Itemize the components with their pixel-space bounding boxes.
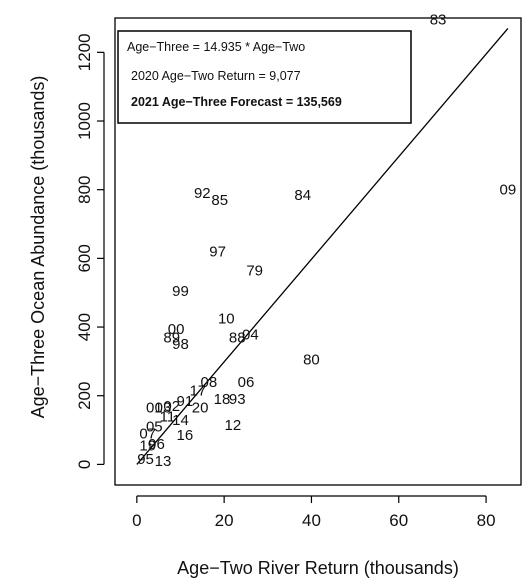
- point-label-10: 10: [218, 310, 235, 327]
- point-label-08: 08: [201, 374, 218, 391]
- point-label-09: 09: [500, 182, 517, 199]
- legend-frame: [117, 30, 412, 124]
- point-label-20: 20: [192, 400, 209, 417]
- point-label-05: 05: [146, 419, 163, 436]
- point-label-83: 83: [430, 12, 447, 29]
- y-tick-label: 400: [75, 313, 94, 341]
- y-tick-label: 1000: [75, 102, 94, 140]
- plot-frame: [114, 17, 522, 486]
- y-tick-label: 800: [75, 176, 94, 204]
- point-label-16: 16: [177, 427, 194, 444]
- x-tick-label: 20: [215, 511, 234, 530]
- x-tick-label: 80: [477, 511, 496, 530]
- point-label-95: 95: [137, 451, 154, 468]
- point-label-12: 12: [225, 417, 242, 434]
- point-label-00: 00: [168, 321, 185, 338]
- y-axis: 0 200 400 600 800 1000 1200: [75, 33, 105, 469]
- y-tick-label: 0: [75, 460, 94, 469]
- point-label-03: 03: [155, 400, 172, 417]
- legend-return: 2020 Age−Two Return = 9,077: [131, 69, 301, 83]
- x-axis: 0 20 40 60 80: [132, 495, 496, 530]
- regression-line: [136, 28, 509, 465]
- point-label-93: 93: [229, 391, 246, 408]
- x-tick-label: 40: [302, 511, 321, 530]
- point-label-11: 11: [160, 408, 176, 425]
- legend-box: Age−Three = 14.935 * Age−Two 2020 Age−Tw…: [117, 30, 412, 124]
- point-label-85: 85: [211, 192, 228, 209]
- point-label-97: 97: [209, 244, 226, 261]
- point-label-79: 79: [246, 262, 263, 279]
- point-label-80: 80: [303, 352, 320, 369]
- point-label-98: 98: [172, 336, 189, 353]
- point-label-06: 06: [238, 374, 255, 391]
- point-label-89: 89: [163, 329, 180, 346]
- legend-equation: Age−Three = 14.935 * Age−Two: [127, 40, 305, 54]
- point-label-02: 02: [163, 398, 180, 415]
- point-label-01: 01: [146, 400, 163, 417]
- y-tick-label: 1200: [75, 33, 94, 71]
- point-label-88: 88: [229, 329, 246, 346]
- point-label-91: 91: [177, 393, 194, 410]
- point-label-92: 92: [194, 185, 211, 202]
- x-tick-label: 60: [389, 511, 408, 530]
- x-axis-title: Age−Two River Return (thousands): [177, 558, 459, 578]
- point-label-96: 96: [148, 436, 165, 453]
- y-tick-label: 200: [75, 382, 94, 410]
- point-label-07: 07: [139, 425, 156, 442]
- point-label-18: 18: [214, 391, 231, 408]
- y-axis-title: Age−Three Ocean Abundance (thousands): [28, 76, 48, 419]
- point-label-84: 84: [294, 187, 311, 204]
- point-label-04: 04: [242, 327, 259, 344]
- legend-forecast: 2021 Age−Three Forecast = 135,569: [131, 95, 342, 109]
- x-tick-label: 0: [132, 511, 141, 530]
- point-label-99: 99: [172, 283, 189, 300]
- point-label-19: 19: [139, 438, 156, 455]
- point-label-13: 13: [155, 453, 172, 470]
- point-label-17: 17: [190, 383, 207, 400]
- point-label-14: 14: [172, 412, 189, 429]
- y-tick-label: 600: [75, 244, 94, 272]
